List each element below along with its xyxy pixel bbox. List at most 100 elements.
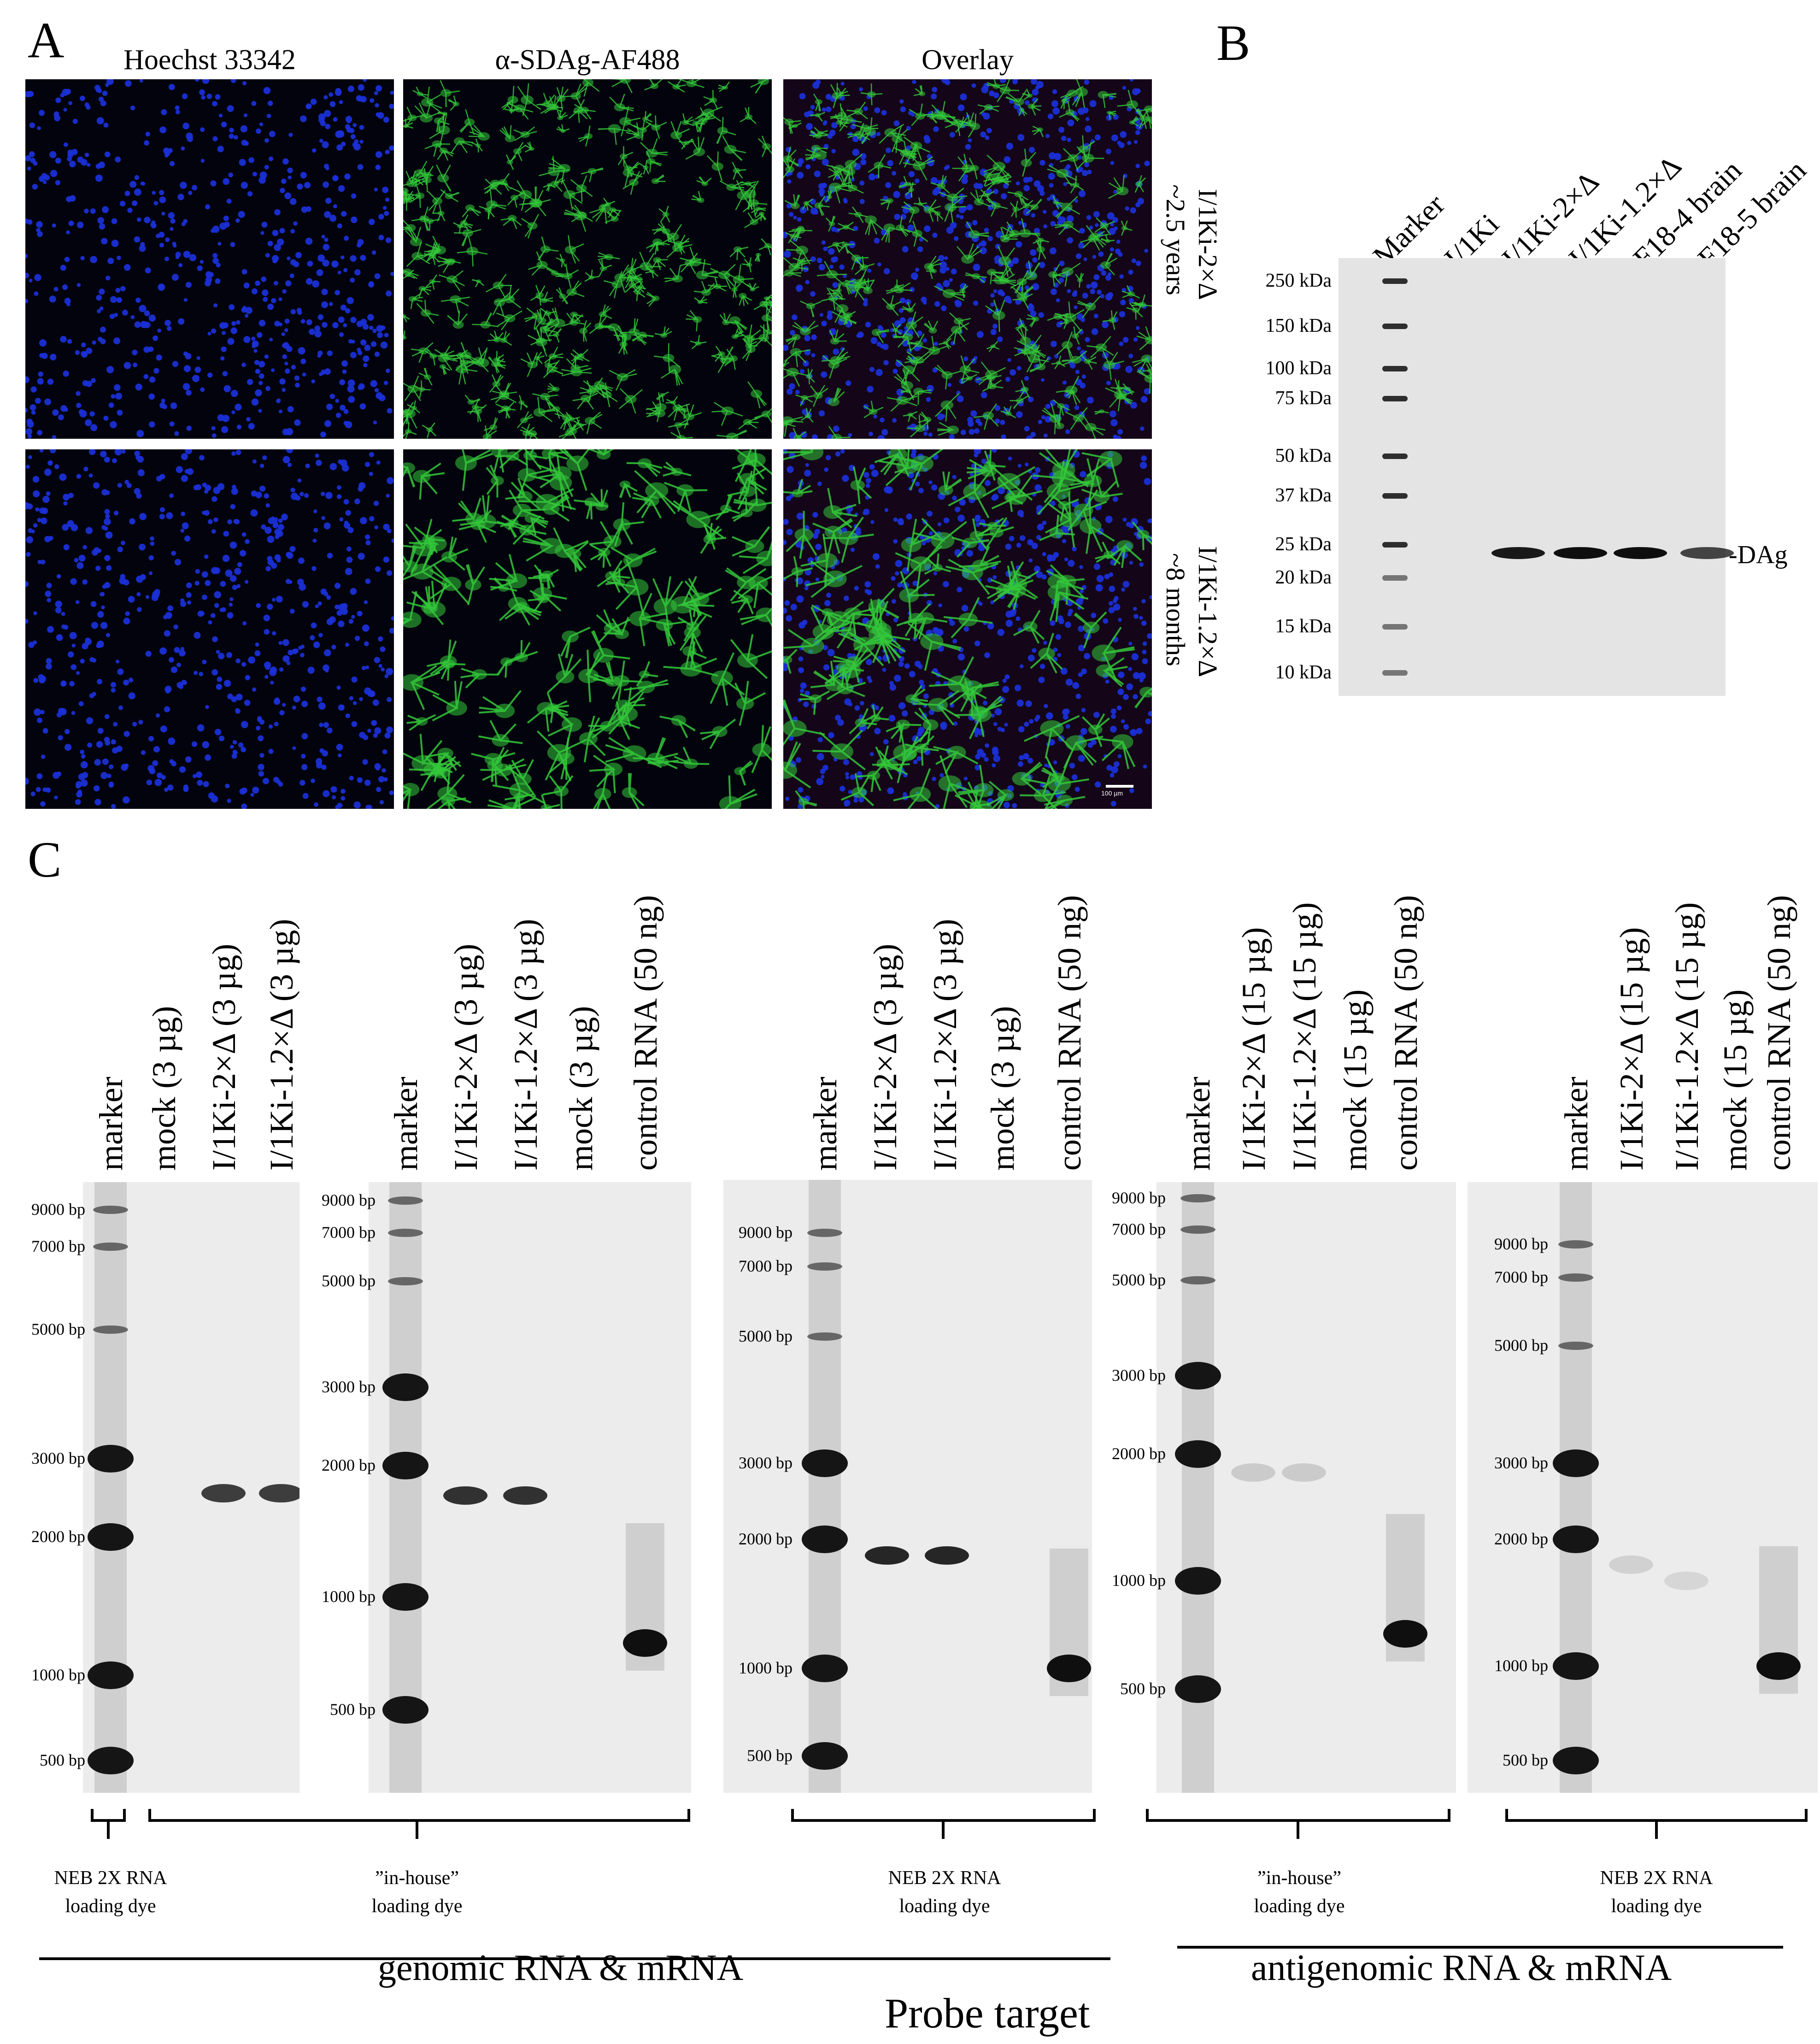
bp-marker-label: 500 bp	[330, 1700, 376, 1719]
micrograph-sdag-row2	[403, 449, 772, 809]
mw-marker-label: 75 kDa	[1275, 388, 1332, 409]
dye-label-line1: NEB 2X RNA	[1600, 1867, 1713, 1889]
bp-marker-label: 1000 bp	[739, 1659, 793, 1677]
lane-label: marker	[93, 1077, 129, 1171]
lane-label: mock (3 µg)	[146, 1006, 182, 1171]
band-label-dag: -DAg	[1729, 541, 1788, 569]
lane-label: marker	[387, 1077, 424, 1171]
bp-marker-label: 3000 bp	[322, 1378, 376, 1396]
mw-marker-label: 37 kDa	[1275, 485, 1332, 506]
dye-label-gel5: NEB 2X RNA loading dye	[1592, 1864, 1721, 1920]
micrograph-hoechst-row2	[25, 449, 394, 809]
bp-marker-label: 2000 bp	[1112, 1444, 1166, 1463]
bp-marker-label: 7000 bp	[322, 1223, 376, 1242]
lane-label: mock (3 µg)	[984, 1006, 1021, 1171]
northern-blot-2	[369, 1182, 691, 1793]
mw-marker-label: 25 kDa	[1275, 534, 1332, 555]
micrograph-hoechst-row1	[25, 79, 394, 439]
probe-target-label: Probe target	[885, 1990, 1090, 2037]
northern-blot-1	[83, 1182, 299, 1793]
bp-marker-label: 9000 bp	[31, 1200, 85, 1219]
bp-marker-label: 2000 bp	[31, 1527, 85, 1546]
micrograph-overlay-row2: 100 µm	[783, 449, 1152, 809]
bp-marker-label: 1000 bp	[1494, 1656, 1548, 1675]
dye-label-line1: ”in-house”	[375, 1867, 459, 1889]
lane-label: I/1Ki-1.2×Δ (3 µg)	[263, 919, 300, 1171]
dye-label-gel2: ”in-house” loading dye	[352, 1864, 481, 1920]
lane-label: control RNA (50 ng)	[627, 895, 664, 1171]
bp-marker-label: 5000 bp	[322, 1272, 376, 1290]
bp-marker-label: 2000 bp	[739, 1530, 793, 1548]
column-title-overlay: Overlay	[922, 44, 1014, 76]
scale-bar-label: 100 µm	[1101, 789, 1123, 797]
bp-marker-label: 500 bp	[1503, 1751, 1548, 1769]
row-label-genotype-2: I/1Ki-1.2×Δ	[1193, 546, 1223, 677]
northern-blot-5	[1468, 1182, 1818, 1793]
lane-label: I/1Ki-2×Δ (15 µg)	[1235, 927, 1272, 1171]
lane-label: marker	[1558, 1077, 1595, 1171]
bp-marker-label: 3000 bp	[1494, 1454, 1548, 1472]
bp-marker-label: 5000 bp	[1494, 1336, 1548, 1355]
lane-label: control RNA (50 ng)	[1051, 895, 1088, 1171]
lane-label: control RNA (50 ng)	[1761, 895, 1797, 1171]
lane-label: mock (15 µg)	[1337, 989, 1374, 1171]
bp-marker-label: 500 bp	[747, 1746, 793, 1765]
lane-label: I/1Ki-2×Δ (3 µg)	[205, 943, 242, 1171]
mw-marker-label: 15 kDa	[1275, 616, 1332, 637]
dye-label-line2: loading dye	[1254, 1895, 1345, 1917]
bp-marker-label: 2000 bp	[322, 1456, 376, 1474]
lane-label: I/1Ki-1.2×Δ (15 µg)	[1286, 902, 1323, 1171]
group-label-genomic: genomic RNA & mRNA	[378, 1948, 744, 1988]
bp-marker-label: 3000 bp	[1112, 1366, 1166, 1384]
dye-label-gel3: NEB 2X RNA loading dye	[880, 1864, 1009, 1920]
western-blot	[1339, 258, 1734, 696]
dye-label-line1: NEB 2X RNA	[888, 1867, 1001, 1889]
micrograph-overlay-row1	[783, 79, 1152, 439]
panel-b-letter: B	[1216, 15, 1251, 71]
dye-label-line2: loading dye	[1611, 1895, 1702, 1917]
mw-marker-label: 250 kDa	[1265, 270, 1332, 291]
dye-label-line2: loading dye	[899, 1895, 990, 1917]
bp-marker-label: 5000 bp	[31, 1320, 85, 1338]
dye-label-gel1: NEB 2X RNA loading dye	[46, 1864, 175, 1920]
bp-marker-label: 2000 bp	[1494, 1530, 1548, 1548]
micrograph-sdag-row1	[403, 79, 772, 439]
bp-marker-label: 500 bp	[1120, 1679, 1166, 1698]
bp-marker-label: 9000 bp	[739, 1223, 793, 1242]
group-label-antigenomic: antigenomic RNA & mRNA	[1251, 1948, 1672, 1988]
lane-label: control RNA (50 ng)	[1387, 895, 1424, 1171]
bp-marker-label: 5000 bp	[1112, 1271, 1166, 1289]
dye-label-line2: loading dye	[371, 1895, 463, 1917]
lane-label: I/1Ki-2×Δ (15 µg)	[1613, 927, 1650, 1171]
bp-marker-label: 5000 bp	[739, 1327, 793, 1345]
mw-marker-label: 50 kDa	[1275, 445, 1332, 466]
bp-marker-label: 7000 bp	[739, 1257, 793, 1275]
bp-marker-label: 9000 bp	[1112, 1189, 1166, 1207]
lane-label: mock (3 µg)	[563, 1006, 599, 1171]
panel-a-letter: A	[28, 12, 65, 68]
column-title-sdag: α-SDAg-AF488	[495, 44, 680, 76]
northern-blot-3	[723, 1180, 1092, 1793]
bp-marker-label: 3000 bp	[31, 1449, 85, 1467]
lane-label: I/1Ki-1.2×Δ (15 µg)	[1668, 902, 1705, 1171]
mw-marker-label: 100 kDa	[1265, 358, 1332, 379]
mw-marker-label: 150 kDa	[1265, 315, 1332, 336]
mw-marker-label: 20 kDa	[1275, 567, 1332, 588]
lane-label: mock (15 µg)	[1717, 989, 1754, 1171]
dye-label-line1: NEB 2X RNA	[54, 1867, 167, 1889]
northern-blot-4	[1157, 1182, 1456, 1793]
lane-label: marker	[1180, 1077, 1217, 1171]
lane-label: I/1Ki-1.2×Δ (3 µg)	[927, 919, 963, 1171]
row-label-age-2: ~8 months	[1161, 553, 1191, 666]
mw-marker-label: 10 kDa	[1275, 662, 1332, 683]
bp-marker-label: 7000 bp	[1112, 1220, 1166, 1238]
bp-marker-label: 1000 bp	[322, 1587, 376, 1606]
row-label-age-1: ~2.5 years	[1161, 184, 1191, 295]
lane-label: I/1Ki-2×Δ (3 µg)	[447, 943, 484, 1171]
bp-marker-label: 7000 bp	[31, 1237, 85, 1255]
scale-bar	[1106, 785, 1133, 788]
bp-marker-label: 7000 bp	[1494, 1268, 1548, 1286]
bp-marker-label: 1000 bp	[1112, 1571, 1166, 1590]
column-title-hoechst: Hoechst 33342	[123, 44, 296, 76]
bp-marker-label: 9000 bp	[1494, 1235, 1548, 1253]
